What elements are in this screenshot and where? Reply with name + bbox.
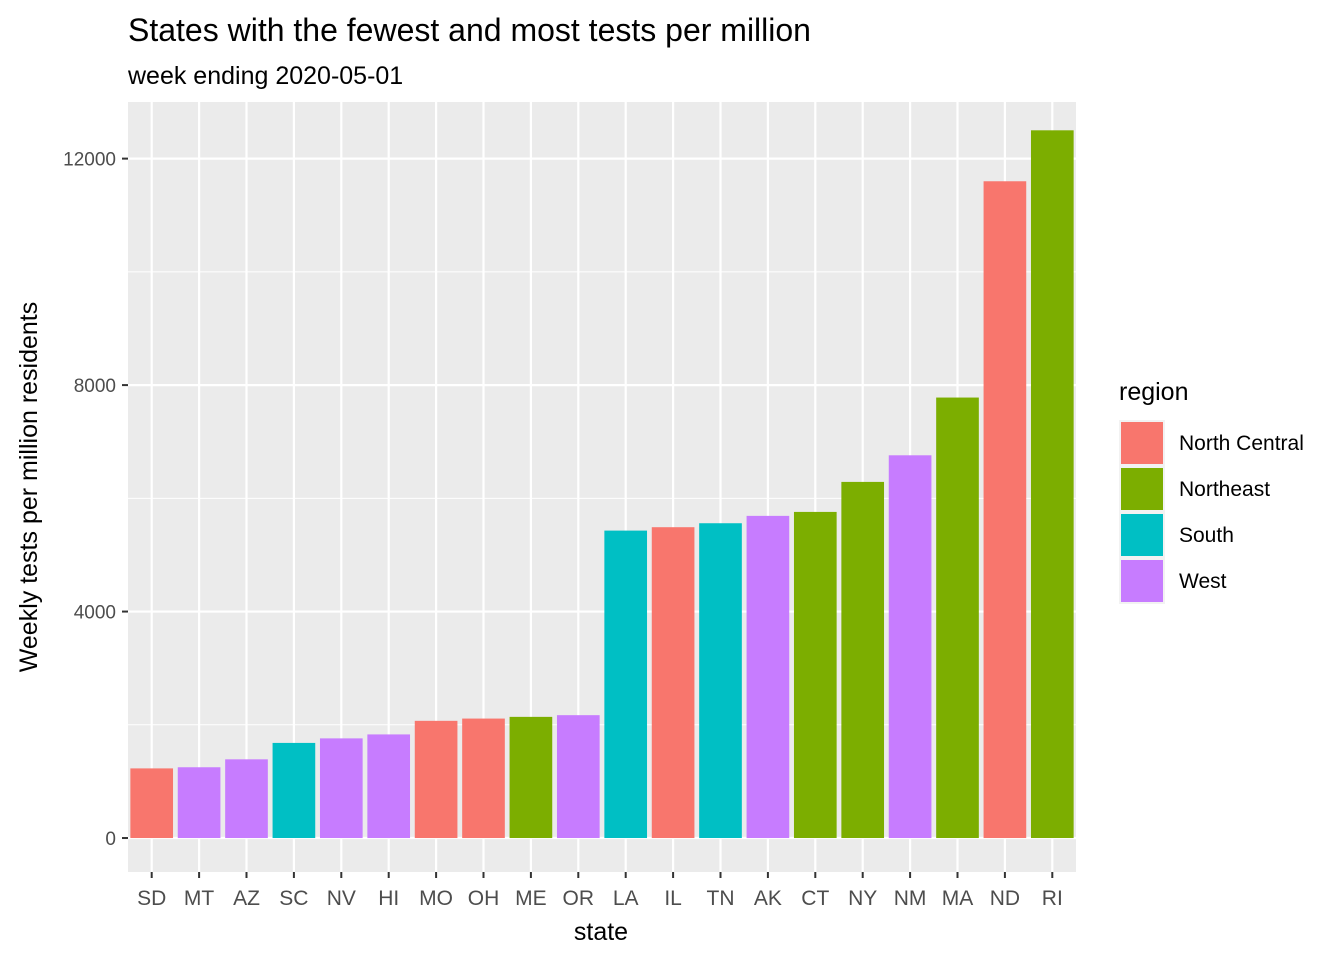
plot-panel	[128, 102, 1076, 872]
bar-az	[225, 759, 268, 839]
legend-title: region	[1119, 378, 1189, 406]
x-tick-label: TN	[707, 887, 735, 910]
x-tick-label: CT	[801, 887, 829, 910]
chart-subtitle: week ending 2020-05-01	[127, 62, 403, 90]
y-axis: 0 4000 8000 12000	[63, 150, 128, 850]
legend: region North Central Northeast South West	[1119, 378, 1304, 604]
bar-me	[509, 716, 553, 839]
x-tick-label: NM	[894, 887, 927, 910]
bar-nd	[983, 181, 1027, 839]
legend-label: North Central	[1179, 432, 1304, 455]
y-tick-label: 12000	[63, 150, 116, 171]
legend-swatch	[1121, 560, 1163, 602]
legend-swatch	[1121, 422, 1163, 464]
bar-nm	[888, 455, 932, 839]
y-tick-label: 4000	[74, 603, 116, 624]
legend-label: West	[1179, 570, 1227, 593]
x-axis-label: state	[574, 918, 628, 946]
bar-sc	[272, 742, 316, 839]
legend-swatch	[1121, 514, 1163, 556]
x-tick-label: SD	[137, 887, 166, 910]
bar-ny	[841, 481, 885, 839]
x-tick-label: NV	[327, 887, 356, 910]
x-tick-label: MO	[419, 887, 453, 910]
x-axis: SD MT AZ SC NV HI MO OH ME OR LA IL TN AK CT NY NM MA ND RI	[137, 872, 1063, 910]
bar-oh	[462, 718, 505, 839]
x-tick-label: LA	[613, 887, 639, 910]
bar-or	[556, 715, 600, 839]
bar-mt	[177, 767, 221, 839]
x-tick-label: RI	[1042, 887, 1063, 910]
bar-tn	[699, 523, 742, 839]
x-tick-label: SC	[279, 887, 308, 910]
x-tick-label: HI	[378, 887, 399, 910]
x-tick-label: ND	[990, 887, 1020, 910]
x-tick-label: AK	[754, 887, 782, 910]
bar-sd	[130, 768, 174, 839]
bar-ak	[746, 515, 790, 839]
x-tick-label: AZ	[233, 887, 260, 910]
x-tick-label: NY	[848, 887, 877, 910]
bar-nv	[319, 738, 363, 839]
legend-swatch	[1121, 468, 1163, 510]
bar-ma	[936, 397, 979, 839]
x-tick-label: IL	[664, 887, 682, 910]
y-axis-label: Weekly tests per million residents	[15, 302, 43, 673]
legend-label: South	[1179, 524, 1234, 547]
x-tick-label: MA	[942, 887, 974, 910]
x-tick-label: OH	[468, 887, 500, 910]
bar-mo	[414, 720, 458, 839]
chart-title: States with the fewest and most tests pe…	[128, 12, 811, 48]
bar-la	[604, 530, 648, 839]
y-tick-label: 0	[105, 829, 116, 850]
bar-il	[651, 527, 695, 839]
x-tick-label: OR	[563, 887, 595, 910]
x-tick-label: ME	[515, 887, 547, 910]
bar-ct	[793, 511, 837, 839]
x-tick-label: MT	[184, 887, 214, 910]
bars	[130, 130, 1074, 839]
legend-label: Northeast	[1179, 478, 1270, 501]
bar-hi	[367, 734, 411, 839]
bar-ri	[1030, 130, 1074, 839]
y-tick-label: 8000	[74, 376, 116, 397]
